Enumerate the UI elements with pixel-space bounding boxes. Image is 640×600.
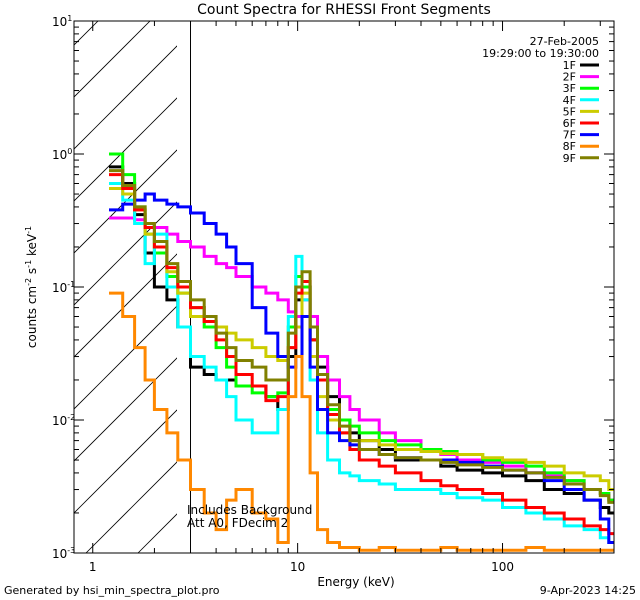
legend-label: 7F (563, 129, 576, 142)
series-8F (109, 291, 614, 552)
series-6F (109, 173, 614, 536)
legend-label: 2F (563, 71, 576, 84)
x-tick-label: 1 (89, 560, 97, 574)
series-layer (109, 152, 614, 552)
x-tick-label: 10 (290, 560, 305, 574)
series-5F (109, 187, 614, 491)
y-tick-label: 100 (52, 147, 72, 162)
x-axis-label: Energy (keV) (317, 575, 394, 589)
chart-title: Count Spectra for RHESSI Front Segments (197, 2, 491, 18)
generated-timestamp: 9-Apr-2023 14:25 (540, 584, 636, 597)
legend-label: 1F (563, 59, 576, 72)
y-tick-label: 101 (52, 14, 72, 29)
axis-ticks (74, 21, 614, 554)
y-tick-label: 10-3 (52, 546, 75, 561)
hatch-line (74, 253, 177, 358)
axis-tick-labels: 1 10 100 101 100 10-1 10-2 10-3 (52, 14, 514, 574)
legend-label: 4F (563, 94, 576, 107)
legend-label: 3F (563, 82, 576, 95)
series-4F (109, 182, 614, 544)
annotation-attenuator: Att A0, FDecim 2 (187, 516, 288, 530)
legend-label: 8F (563, 140, 576, 153)
series-7F (109, 192, 614, 544)
series-9F (109, 169, 614, 504)
hatch-line (74, 21, 99, 46)
legend-label: 9F (563, 152, 576, 165)
x-tick-label: 100 (491, 560, 514, 574)
series-2F (109, 216, 614, 502)
legend-label: 6F (563, 117, 576, 130)
y-tick-label: 10-2 (52, 413, 75, 428)
y-axis-label: counts cm-2 s-1 keV-1 (24, 226, 39, 348)
y-tick-label: 10-1 (52, 280, 75, 295)
hatch-line (74, 21, 151, 98)
hatch-line (74, 45, 177, 150)
legend-label: 5F (563, 105, 576, 118)
generated-by-label: Generated by hsi_min_spectra_plot.pro (4, 584, 220, 597)
hatch-line (74, 201, 177, 306)
date-label: 27-Feb-2005 (530, 35, 599, 48)
hatch-line (74, 409, 177, 514)
time-range-label: 19:29:00 to 19:30:00 (482, 47, 599, 60)
annotation-background: Includes Background (187, 503, 312, 517)
